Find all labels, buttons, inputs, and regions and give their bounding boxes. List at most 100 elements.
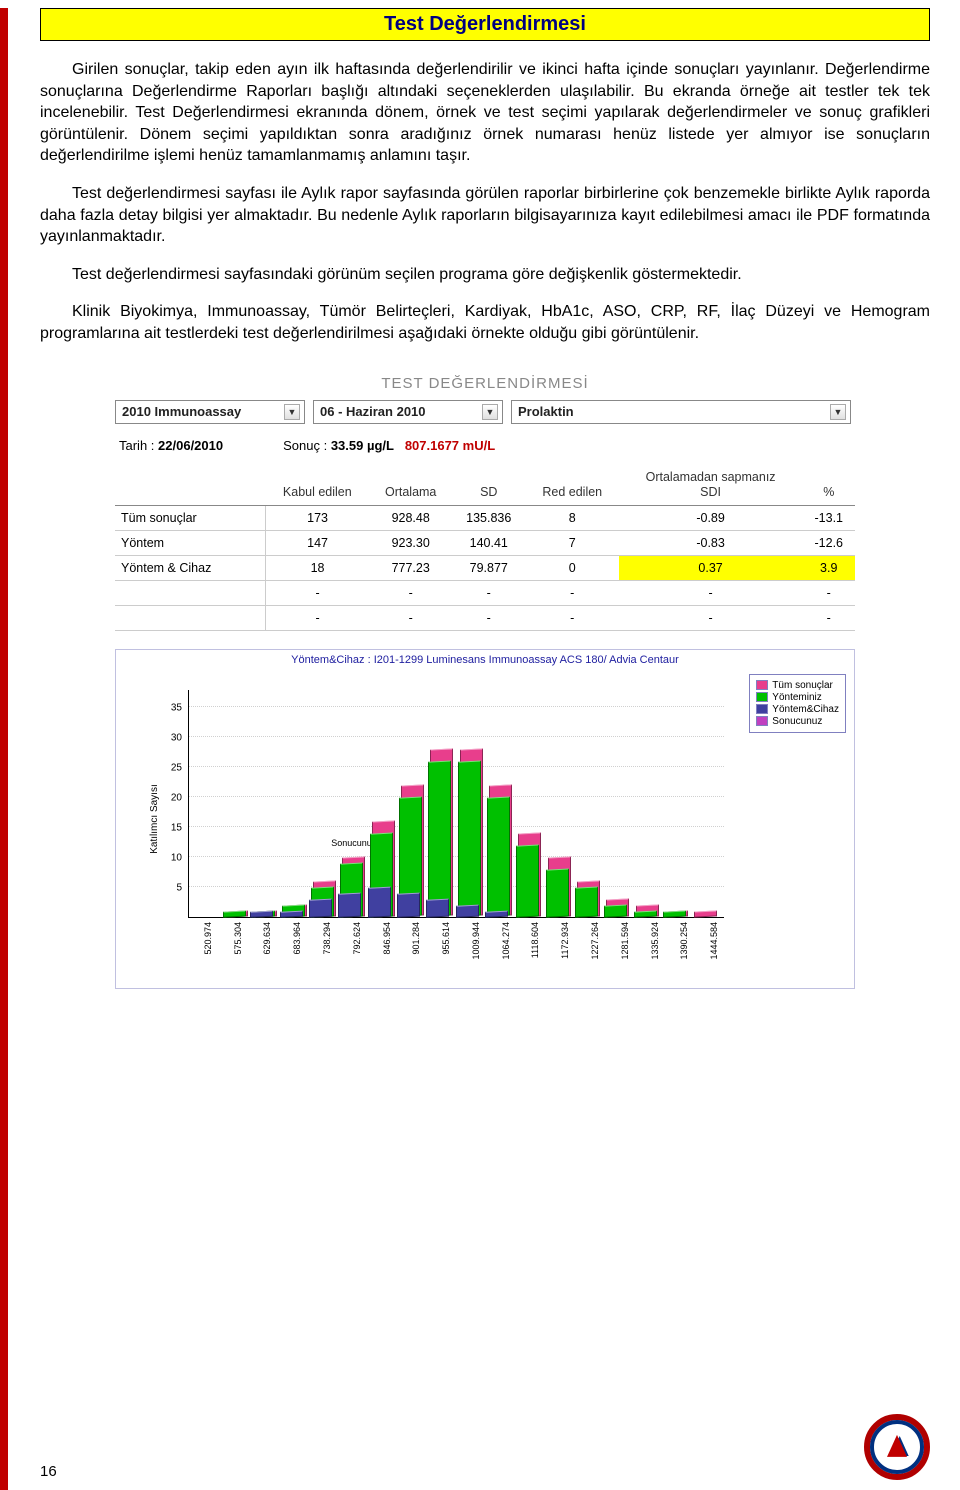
legend-item: Yöntem&Cihaz bbox=[756, 704, 839, 715]
x-tick: 1390.254 bbox=[679, 922, 689, 960]
body-text: Girilen sonuçlar, takip eden ayın ilk ha… bbox=[40, 59, 930, 345]
page-footer: 16 bbox=[40, 1414, 930, 1480]
bar-slot bbox=[545, 690, 573, 917]
table-cell: - bbox=[452, 580, 526, 605]
x-tick: 1281.594 bbox=[620, 922, 630, 960]
table-cell: 7 bbox=[526, 530, 619, 555]
dropdown[interactable]: 06 - Haziran 2010▼ bbox=[313, 400, 503, 424]
table-cell: - bbox=[526, 580, 619, 605]
x-tick: 1009.944 bbox=[471, 922, 481, 960]
paragraph: Girilen sonuçlar, takip eden ayın ilk ha… bbox=[40, 59, 930, 167]
x-tick: 1227.264 bbox=[590, 922, 600, 960]
x-tick: 1335.924 bbox=[650, 922, 660, 960]
table-header: Kabul edilen bbox=[265, 465, 370, 506]
y-tick: 20 bbox=[171, 792, 182, 803]
y-tick: 10 bbox=[171, 852, 182, 863]
kbudek-logo bbox=[864, 1414, 930, 1480]
date-label: Tarih : bbox=[119, 438, 154, 453]
legend-item: Sonucunuz bbox=[756, 716, 839, 727]
chart-legend: Tüm sonuçlarYönteminizYöntem&CihazSonucu… bbox=[749, 674, 846, 733]
chart-plot-area: Sonucunuz bbox=[188, 690, 724, 918]
screenshot-heading: TEST DEĞERLENDİRMESİ bbox=[115, 375, 855, 392]
chevron-down-icon: ▼ bbox=[482, 404, 498, 420]
meta-row: Tarih : 22/06/2010 Sonuç : 33.59 µg/L 80… bbox=[115, 438, 855, 453]
page-left-stripe bbox=[0, 8, 8, 1490]
row-label: Tüm sonuçlar bbox=[115, 505, 265, 530]
table-cell: 0 bbox=[526, 555, 619, 580]
bar-slot: Sonucunuz bbox=[340, 690, 368, 917]
table-cell: - bbox=[619, 605, 803, 630]
x-tick: 575.304 bbox=[233, 922, 243, 955]
table-cell: - bbox=[803, 580, 856, 605]
bar-slot bbox=[398, 690, 426, 917]
results-table: Kabul edilenOrtalamaSDRed edilenOrtalama… bbox=[115, 465, 855, 631]
date-value: 22/06/2010 bbox=[158, 438, 223, 453]
legend-item: Tüm sonuçlar bbox=[756, 680, 839, 691]
x-tick: 792.624 bbox=[352, 922, 362, 955]
y-axis: 5101520253035 bbox=[164, 690, 184, 918]
bar-slot bbox=[310, 690, 338, 917]
legend-item: Yönteminiz bbox=[756, 692, 839, 703]
y-tick: 25 bbox=[171, 762, 182, 773]
chevron-down-icon: ▼ bbox=[284, 404, 300, 420]
dropdown[interactable]: 2010 Immunoassay▼ bbox=[115, 400, 305, 424]
row-label: Yöntem bbox=[115, 530, 265, 555]
bar-slot bbox=[516, 690, 544, 917]
row-label bbox=[115, 580, 265, 605]
paragraph: Klinik Biyokimya, Immunoassay, Tümör Bel… bbox=[40, 301, 930, 344]
bar-slot bbox=[662, 690, 690, 917]
y-tick: 5 bbox=[176, 882, 182, 893]
table-header: % bbox=[803, 465, 856, 506]
date-block: Tarih : 22/06/2010 bbox=[119, 438, 223, 453]
table-header: SD bbox=[452, 465, 526, 506]
table-cell: - bbox=[526, 605, 619, 630]
table-cell: 928.48 bbox=[370, 505, 452, 530]
row-label: Yöntem & Cihaz bbox=[115, 555, 265, 580]
table-row: Yöntem147923.30140.417-0.83-12.6 bbox=[115, 530, 855, 555]
y-tick: 30 bbox=[171, 732, 182, 743]
x-tick: 629.634 bbox=[262, 922, 272, 955]
table-cell: 8 bbox=[526, 505, 619, 530]
table-cell: 0.37 bbox=[619, 555, 803, 580]
distribution-chart: Yöntem&Cihaz : I201-1299 Luminesans Immu… bbox=[115, 649, 855, 989]
bar-slot bbox=[428, 690, 456, 917]
table-header: Ortalamadan sapmanızSDI bbox=[619, 465, 803, 506]
bar-slot bbox=[252, 690, 280, 917]
table-cell: -12.6 bbox=[803, 530, 856, 555]
x-tick: 1172.934 bbox=[560, 922, 570, 959]
bar-slot bbox=[222, 690, 250, 917]
table-header bbox=[115, 465, 265, 506]
x-tick: 683.964 bbox=[292, 922, 302, 955]
bar-slot bbox=[633, 690, 661, 917]
chevron-down-icon: ▼ bbox=[830, 404, 846, 420]
bar-slot bbox=[281, 690, 309, 917]
table-cell: - bbox=[803, 605, 856, 630]
paragraph: Test değerlendirmesi sayfasındaki görünü… bbox=[40, 264, 930, 286]
table-cell: -0.83 bbox=[619, 530, 803, 555]
table-cell: - bbox=[265, 605, 370, 630]
x-tick: 955.614 bbox=[441, 922, 451, 955]
chart-title: Yöntem&Cihaz : I201-1299 Luminesans Immu… bbox=[116, 650, 854, 666]
dropdown[interactable]: Prolaktin▼ bbox=[511, 400, 851, 424]
table-cell: 777.23 bbox=[370, 555, 452, 580]
x-tick: 846.954 bbox=[382, 922, 392, 955]
result-value-1: 33.59 µg/L bbox=[331, 438, 394, 453]
bar-slot bbox=[369, 690, 397, 917]
table-cell: 173 bbox=[265, 505, 370, 530]
table-header: Ortalama bbox=[370, 465, 452, 506]
y-tick: 15 bbox=[171, 822, 182, 833]
x-tick: 738.294 bbox=[322, 922, 332, 955]
result-block: Sonuç : 33.59 µg/L 807.1677 mU/L bbox=[283, 438, 495, 453]
x-tick: 901.284 bbox=[411, 922, 421, 955]
bar-slot bbox=[193, 690, 221, 917]
table-cell: - bbox=[265, 580, 370, 605]
table-cell: 147 bbox=[265, 530, 370, 555]
bar-slot bbox=[574, 690, 602, 917]
table-cell: 135.836 bbox=[452, 505, 526, 530]
table-row: ------ bbox=[115, 605, 855, 630]
table-cell: - bbox=[452, 605, 526, 630]
table-cell: 140.41 bbox=[452, 530, 526, 555]
table-cell: 79.877 bbox=[452, 555, 526, 580]
table-row: Yöntem & Cihaz18777.2379.87700.373.9 bbox=[115, 555, 855, 580]
table-cell: - bbox=[370, 605, 452, 630]
